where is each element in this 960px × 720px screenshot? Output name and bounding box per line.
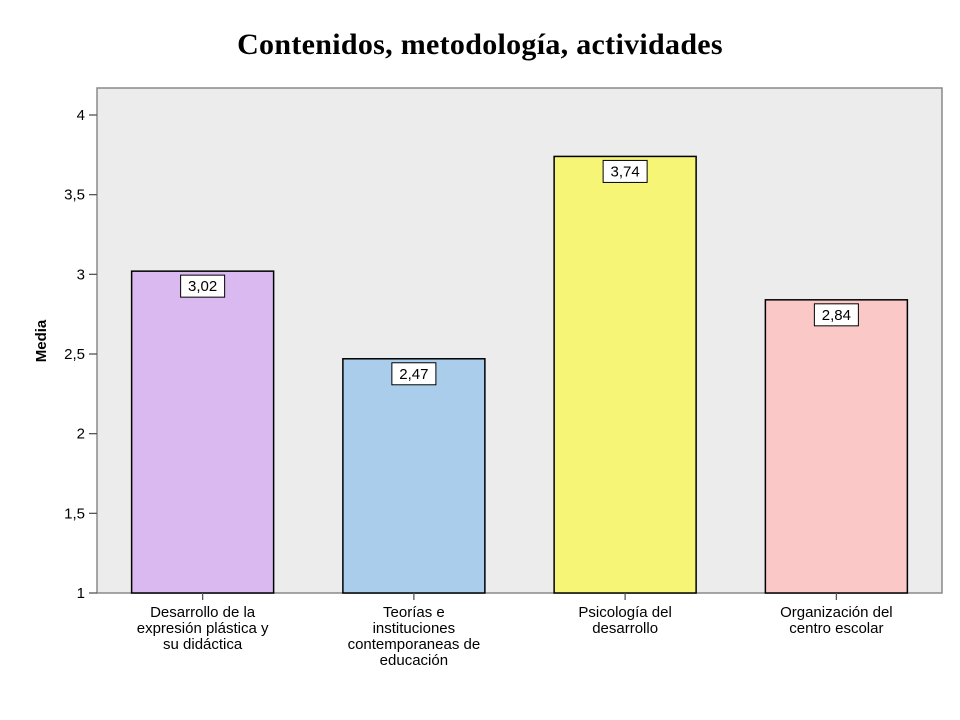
bar (553, 155, 697, 594)
y-tick-label: 3 (77, 266, 85, 283)
bar (130, 270, 275, 594)
value-label: 3,74 (611, 163, 640, 180)
value-label: 2,84 (822, 307, 851, 324)
y-tick-label: 1 (77, 585, 85, 602)
y-tick-label: 2 (77, 426, 85, 443)
y-tick-label: 1,5 (64, 505, 85, 522)
bar (342, 358, 486, 594)
y-axis-title: Media (33, 319, 50, 362)
x-tick-label: Teorías e instituciones contemporaneas de e… (348, 604, 481, 669)
chart-title: Contenidos, metodología, actividades (237, 28, 723, 61)
y-tick-label: 2,5 (64, 346, 85, 363)
x-tick-label: Desarrollo de la expresión plástica y su d… (137, 604, 269, 653)
bars: 3,02 2,47 3,74 2,84 (130, 155, 909, 594)
value-label-box (602, 159, 648, 183)
x-tick-label: Organización del centro escolar (780, 604, 893, 637)
y-tick-label: 3,5 (64, 187, 85, 204)
value-label-box (180, 274, 226, 298)
value-label: 2,47 (399, 366, 428, 383)
value-label-box (391, 362, 437, 386)
y-axis: 1 1,5 2 2,5 3 3,5 4 (64, 107, 97, 602)
x-axis: Desarrollo de la expresión plástica y su d… (137, 593, 893, 669)
x-tick-label: Psicología del desarrollo (578, 604, 671, 637)
bar (764, 299, 909, 594)
value-label-box (813, 303, 859, 327)
y-tick-label: 4 (77, 107, 85, 124)
value-label: 3,02 (188, 278, 217, 295)
